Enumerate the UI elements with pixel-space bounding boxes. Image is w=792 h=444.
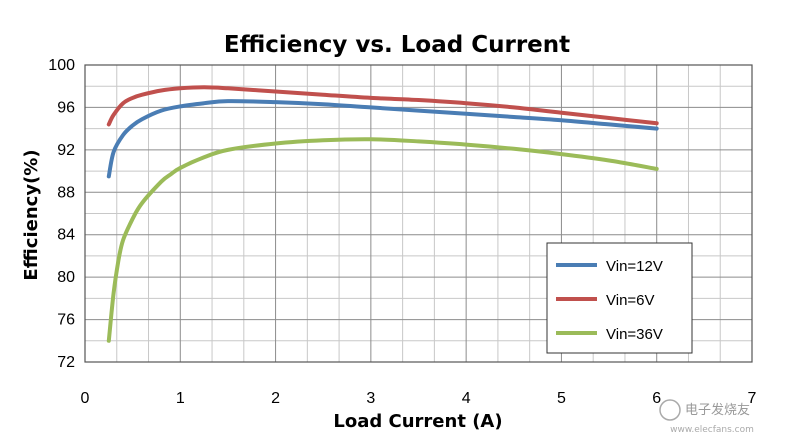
chart-title: Efficiency vs. Load Current: [224, 32, 570, 58]
x-tick-label: 5: [557, 390, 566, 407]
watermark: 电子发烧友 www.elecfans.com: [659, 399, 754, 435]
y-tick-labels: 72 76 80 84 88 92 96 100: [48, 57, 75, 371]
watermark-logo-icon: [659, 399, 681, 421]
x-axis-label: Load Current (A): [333, 411, 502, 432]
x-tick-label: 7: [748, 390, 757, 407]
x-tick-label: 4: [462, 390, 471, 407]
y-tick-label: 72: [57, 354, 75, 371]
legend-items: Vin=12V Vin=6V Vin=36V: [556, 258, 663, 343]
series-lines: [106, 85, 659, 343]
series-line-2: [106, 137, 659, 343]
y-tick-label: 84: [57, 227, 75, 244]
legend: Vin=12V Vin=6V Vin=36V: [546, 242, 693, 354]
y-tick-label: 96: [57, 99, 75, 116]
plot-border: [84, 64, 753, 363]
y-tick-label: 76: [57, 312, 75, 329]
x-tick-label: 2: [271, 390, 280, 407]
y-tick-label: 100: [48, 57, 75, 74]
y-tick-label: 80: [57, 269, 75, 286]
watermark-text: 电子发烧友: [685, 402, 750, 418]
x-tick-label: 1: [176, 390, 185, 407]
y-tick-label: 88: [57, 184, 75, 201]
x-tick-label: 6: [652, 390, 661, 407]
y-axis-label: Efficiency(%): [21, 149, 42, 280]
legend-label-0: Vin=12V: [606, 258, 663, 275]
x-tick-label: 3: [366, 390, 375, 407]
series-line-1: [106, 85, 659, 127]
series-line-0: [106, 99, 659, 179]
legend-label-2: Vin=36V: [606, 326, 663, 343]
x-tick-labels: 0 1 2 3 4 5 6 7: [81, 390, 757, 407]
legend-label-1: Vin=6V: [606, 292, 655, 309]
watermark-url: www.elecfans.com: [670, 425, 754, 435]
x-tick-label: 0: [81, 390, 90, 407]
y-tick-label: 92: [57, 142, 75, 159]
